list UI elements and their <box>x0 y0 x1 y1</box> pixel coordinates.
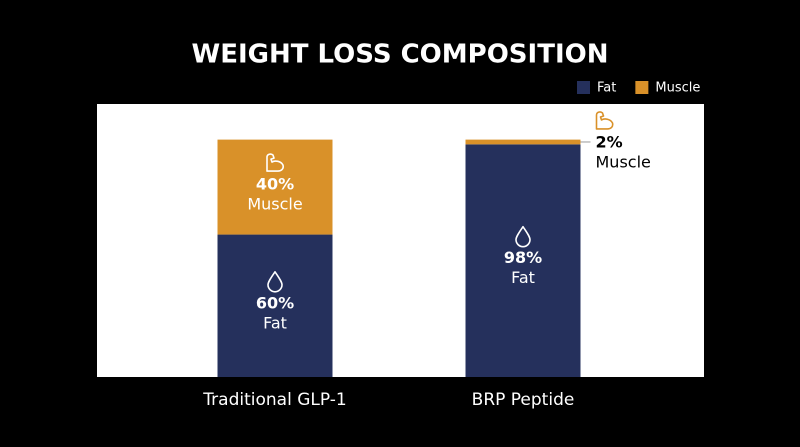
legend-label: Fat <box>597 81 616 96</box>
bar-segment <box>465 144 581 377</box>
segment-name: Fat <box>511 268 535 287</box>
icon-shape <box>267 270 283 293</box>
icon-shape <box>515 225 531 248</box>
x-tick-label: BRP Peptide <box>472 390 575 410</box>
segment-name: Muscle <box>247 195 302 214</box>
legend-swatch <box>577 81 590 94</box>
icon-shape <box>595 111 614 130</box>
bar-segment <box>465 139 581 145</box>
muscle-icon <box>266 153 284 172</box>
bar-segment <box>217 139 333 235</box>
drop-icon <box>515 225 531 248</box>
value-label: 98% <box>504 248 542 267</box>
value-label: 2% <box>596 132 623 151</box>
segment-name: Fat <box>263 313 287 332</box>
muscle-icon <box>595 111 614 130</box>
legend-swatch <box>635 81 649 94</box>
plot-area <box>97 104 704 377</box>
drop-icon <box>267 270 283 293</box>
icon-shape <box>266 153 284 172</box>
legend-label: Muscle <box>655 81 700 96</box>
value-label: 60% <box>256 293 294 312</box>
chart-title: WEIGHT LOSS COMPOSITION <box>192 40 609 70</box>
value-label: 40% <box>256 175 294 194</box>
segment-name: Muscle <box>596 152 651 171</box>
bar-segment <box>217 234 333 377</box>
x-tick-label: Traditional GLP-1 <box>202 390 346 410</box>
